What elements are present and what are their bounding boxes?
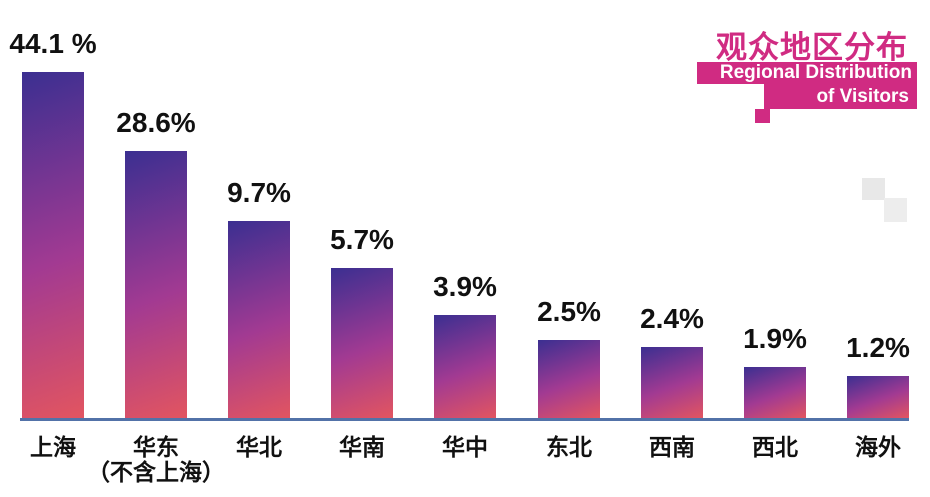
bar[interactable] <box>744 367 806 418</box>
bar[interactable] <box>22 72 84 418</box>
bar-group: 3.9% 华中 <box>433 271 497 460</box>
bar-value-label: 2.5% <box>537 296 601 327</box>
category-label-line: 华南 <box>339 434 385 460</box>
bar-group: 44.1 % 上海 <box>9 28 96 460</box>
bar-group: 9.7% 华北 <box>227 177 291 460</box>
bar[interactable] <box>538 340 600 418</box>
bar[interactable] <box>641 347 703 418</box>
category-label: 海外 <box>788 435 930 460</box>
category-label-line: 华北 <box>236 434 282 460</box>
bar-value-label: 1.9% <box>743 323 807 354</box>
category-label-line: 华中 <box>442 434 488 460</box>
bar[interactable] <box>125 151 187 418</box>
category-label: 西南 <box>582 435 762 460</box>
bar-value-label: 1.2% <box>846 332 910 363</box>
pink-square-decoration <box>755 109 770 123</box>
gray-square-decoration <box>862 178 885 200</box>
bar-group: 28.6% 华东 （不含上海） <box>87 107 225 485</box>
bar[interactable] <box>228 221 290 418</box>
subtitle-banner-line1: Regional Distribution <box>697 62 917 84</box>
category-label-line: 西北 <box>752 434 798 460</box>
x-axis-line <box>20 418 909 421</box>
category-label-line: 华东 <box>133 434 179 460</box>
subtitle-line2-text: of Visitors <box>816 85 909 107</box>
bar[interactable] <box>331 268 393 418</box>
subtitle-line1-text: Regional Distribution <box>719 62 912 83</box>
bar-value-label: 9.7% <box>227 177 291 208</box>
page-title: 观众地区分布 <box>716 30 908 65</box>
bar-group: 2.4% 西南 <box>640 303 704 460</box>
bar-value-label: 3.9% <box>433 271 497 302</box>
category-label-line: （不含上海） <box>87 459 225 485</box>
category-label-line: 海外 <box>855 434 901 460</box>
category-label: 华南 <box>272 435 452 460</box>
bar-value-label: 5.7% <box>330 224 394 255</box>
bar[interactable] <box>847 376 909 418</box>
bar-value-label: 28.6% <box>116 107 196 138</box>
bar-group: 2.5% 东北 <box>537 296 601 460</box>
subtitle-banner-line2: of Visitors <box>764 84 917 109</box>
bar-group: 5.7% 华南 <box>330 224 394 460</box>
category-label: 东北 <box>479 435 659 460</box>
bar-value-label: 44.1 % <box>9 28 97 59</box>
category-label-line: 上海 <box>30 434 76 460</box>
category-label: 西北 <box>685 435 865 460</box>
bar-group: 1.9% 西北 <box>743 323 807 460</box>
gray-square-decoration <box>884 198 907 222</box>
category-label: 上海 <box>0 435 143 460</box>
category-label: 华北 <box>169 435 349 460</box>
bar-value-label: 2.4% <box>640 303 704 334</box>
bar-group: 1.2% 海外 <box>846 332 910 460</box>
bar[interactable] <box>434 315 496 418</box>
category-label: 华中 <box>375 435 555 460</box>
category-label-line: 西南 <box>649 434 695 460</box>
category-label-line: 东北 <box>546 434 592 460</box>
category-label: 华东 （不含上海） <box>66 435 246 485</box>
